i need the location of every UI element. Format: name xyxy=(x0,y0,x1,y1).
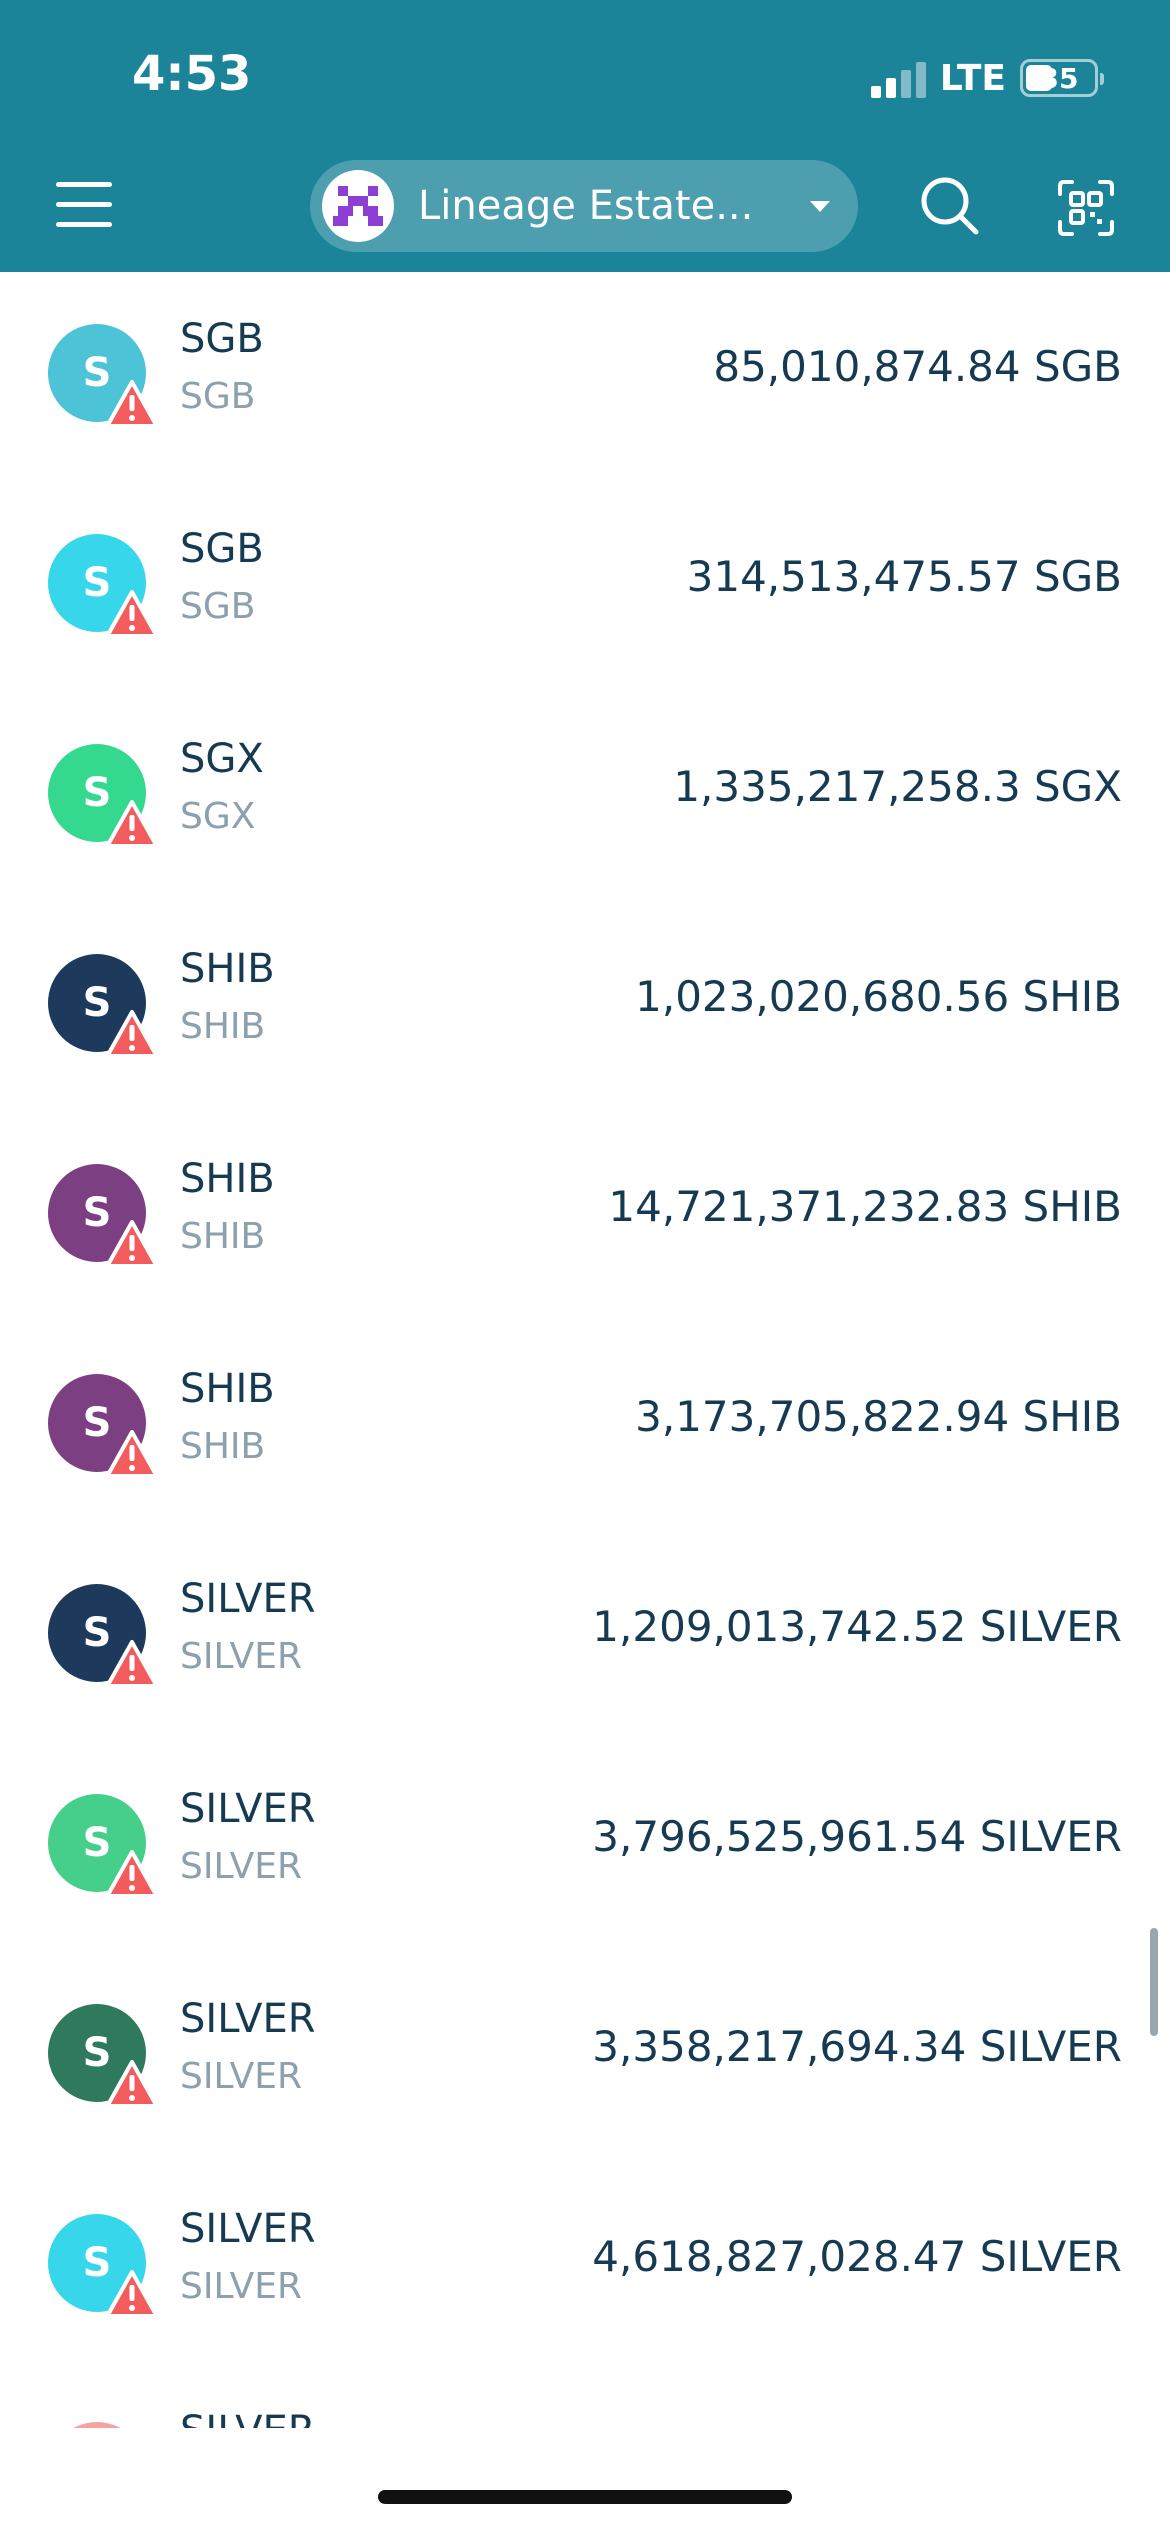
token-symbol: SHIB xyxy=(180,1006,266,1047)
token-balance: 3,358,217,694.34 SILVER xyxy=(592,2022,1122,2071)
token-row[interactable]: S SHIB SHIB 1,023,020,680.56 SHIB xyxy=(0,902,1170,1112)
token-name: SILVER xyxy=(180,1786,316,1832)
token-row[interactable]: S SHIB SHIB 14,721,371,232.83 SHIB xyxy=(0,1112,1170,1322)
token-symbol: SILVER xyxy=(180,2266,302,2307)
token-icon xyxy=(48,2422,146,2428)
token-symbol: SGX xyxy=(180,796,256,837)
warning-icon xyxy=(106,2060,158,2108)
token-balance: 85,010,874.84 SGB xyxy=(713,342,1122,391)
battery-icon: 35 xyxy=(1020,59,1104,97)
token-symbol: SILVER xyxy=(180,1846,302,1887)
token-name: SHIB xyxy=(180,1366,275,1412)
warning-icon xyxy=(106,1220,158,1268)
warning-icon xyxy=(106,1010,158,1058)
warning-icon xyxy=(106,1850,158,1898)
signal-icon xyxy=(870,58,926,98)
warning-icon xyxy=(106,2270,158,2318)
token-name: SILVER xyxy=(180,1576,316,1622)
token-name: SHIB xyxy=(180,1156,275,1202)
token-row[interactable]: S SILVER SILVER 3,358,217,694.34 SILVER xyxy=(0,1952,1170,2162)
network-label: LTE xyxy=(939,57,1006,99)
token-name: SGX xyxy=(180,736,264,782)
wallet-name: Lineage Estate... xyxy=(418,183,754,229)
token-icon: S xyxy=(48,954,146,1052)
token-balance: 4,618,827,028.47 SILVER xyxy=(592,2232,1122,2281)
home-indicator[interactable] xyxy=(378,2490,792,2504)
token-row[interactable]: S SILVER SILVER 4,618,827,028.47 SILVER xyxy=(0,2162,1170,2372)
battery-level: 35 xyxy=(1039,61,1079,95)
token-name: SILVER xyxy=(180,1996,316,2042)
warning-icon xyxy=(106,1640,158,1688)
wallet-avatar xyxy=(322,170,394,242)
token-list: S SGB SGB 85,010,874.84 SGB S SGB SGB 314,513,4… xyxy=(0,272,1170,2372)
token-symbol: SGB xyxy=(180,376,256,417)
token-row[interactable]: S SGX SGX 1,335,217,258.3 SGX xyxy=(0,692,1170,902)
warning-icon xyxy=(106,800,158,848)
token-balance: 1,335,217,258.3 SGX xyxy=(673,762,1122,811)
wallet-selector[interactable]: Lineage Estate... xyxy=(310,160,858,252)
token-name: SILVER xyxy=(180,2408,316,2428)
token-row[interactable]: S SILVER SILVER 3,796,525,961.54 SILVER xyxy=(0,1742,1170,1952)
scrollbar[interactable] xyxy=(1150,1928,1158,2036)
token-icon: S xyxy=(48,1584,146,1682)
list-item-partial[interactable]: SILVER xyxy=(0,2372,1170,2428)
token-name: SHIB xyxy=(180,946,275,992)
warning-icon xyxy=(106,590,158,638)
token-row[interactable]: S SHIB SHIB 3,173,705,822.94 SHIB xyxy=(0,1322,1170,1532)
token-name: SGB xyxy=(180,316,264,362)
token-symbol: SHIB xyxy=(180,1216,266,1257)
token-row[interactable]: S SGB SGB 314,513,475.57 SGB xyxy=(0,482,1170,692)
qr-scan-icon[interactable] xyxy=(1056,178,1116,238)
chevron-down-icon xyxy=(810,200,830,212)
token-symbol: SILVER xyxy=(180,1636,302,1677)
status-indicators: LTE 35 xyxy=(870,50,1104,106)
status-time: 4:53 xyxy=(132,46,252,102)
token-icon: S xyxy=(48,534,146,632)
warning-icon xyxy=(106,380,158,428)
token-balance: 1,023,020,680.56 SHIB xyxy=(635,972,1122,1021)
token-balance: 14,721,371,232.83 SHIB xyxy=(608,1182,1122,1231)
token-symbol: SHIB xyxy=(180,1426,266,1467)
token-balance: 3,173,705,822.94 SHIB xyxy=(635,1392,1122,1441)
token-balance: 3,796,525,961.54 SILVER xyxy=(592,1812,1122,1861)
token-symbol: SILVER xyxy=(180,2056,302,2097)
token-row[interactable]: S SILVER SILVER 1,209,013,742.52 SILVER xyxy=(0,1532,1170,1742)
token-name: SGB xyxy=(180,526,264,572)
app-header: 4:53 LTE 35 Lineage Estate... xyxy=(0,0,1170,272)
token-balance: 1,209,013,742.52 SILVER xyxy=(592,1602,1122,1651)
token-balance: 314,513,475.57 SGB xyxy=(686,552,1122,601)
token-name: SILVER xyxy=(180,2206,316,2252)
hamburger-menu-icon[interactable] xyxy=(56,178,112,230)
token-row[interactable]: S SGB SGB 85,010,874.84 SGB xyxy=(0,272,1170,482)
warning-icon xyxy=(106,1430,158,1478)
wallet-identicon-icon xyxy=(333,186,383,226)
token-symbol: SGB xyxy=(180,586,256,627)
search-icon[interactable] xyxy=(918,174,982,238)
